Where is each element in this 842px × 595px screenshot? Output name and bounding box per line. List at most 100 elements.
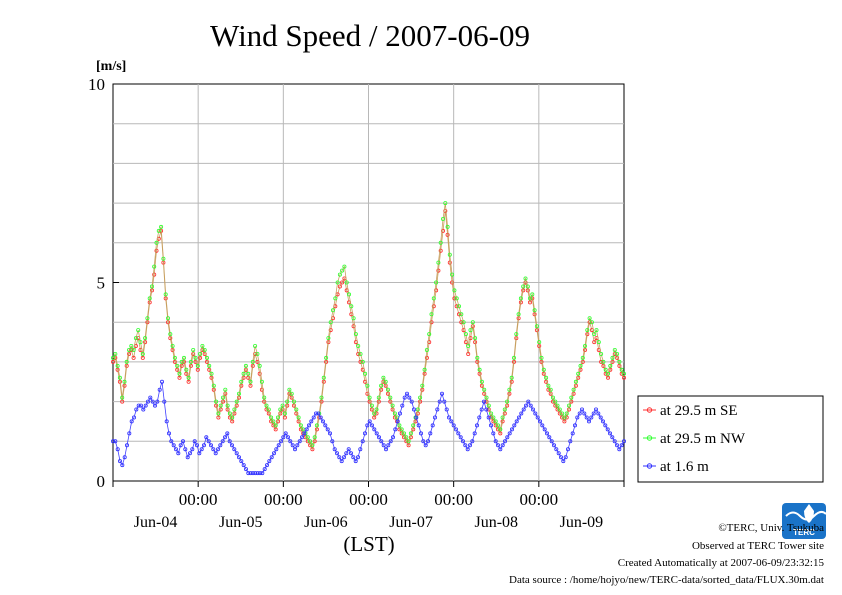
data-point xyxy=(562,419,567,424)
data-point xyxy=(408,431,413,436)
legend-box xyxy=(637,395,824,483)
data-point xyxy=(232,407,237,412)
data-point xyxy=(275,415,280,420)
data-point xyxy=(596,411,601,416)
data-point xyxy=(488,423,493,428)
data-point xyxy=(248,471,253,476)
data-point xyxy=(542,427,547,432)
data-point xyxy=(243,363,248,368)
data-point xyxy=(585,328,590,333)
data-point xyxy=(468,328,473,333)
data-point xyxy=(176,451,181,456)
data-point xyxy=(397,427,402,432)
data-point xyxy=(328,320,333,325)
data-point xyxy=(227,411,232,416)
data-point xyxy=(526,399,531,404)
data-point xyxy=(418,431,423,436)
data-point xyxy=(136,403,141,408)
data-point xyxy=(468,336,473,341)
data-point xyxy=(337,455,342,460)
data-point xyxy=(584,415,589,420)
data-point xyxy=(580,359,585,364)
data-point xyxy=(330,308,335,313)
data-point xyxy=(541,367,546,372)
data-point xyxy=(603,367,608,372)
data-point xyxy=(411,423,416,428)
data-point xyxy=(551,399,556,404)
data-point xyxy=(230,415,235,420)
data-point xyxy=(532,308,537,313)
data-point xyxy=(507,431,512,436)
data-point xyxy=(509,379,514,384)
data-point xyxy=(324,355,329,360)
data-point xyxy=(115,363,120,368)
data-point xyxy=(236,395,241,400)
data-point xyxy=(220,395,225,400)
data-point xyxy=(372,427,377,432)
data-point xyxy=(440,216,445,221)
data-point xyxy=(257,471,262,476)
data-point xyxy=(459,320,464,325)
data-point xyxy=(118,459,123,464)
data-point xyxy=(470,320,475,325)
data-point xyxy=(183,447,188,452)
data-point xyxy=(553,403,558,408)
data-point xyxy=(291,399,296,404)
data-point xyxy=(509,427,514,432)
data-point xyxy=(311,415,316,420)
data-point xyxy=(243,467,248,472)
data-point xyxy=(404,439,409,444)
data-point xyxy=(156,228,161,233)
data-point xyxy=(443,201,448,206)
data-point xyxy=(577,411,582,416)
data-point xyxy=(456,312,461,317)
data-point xyxy=(552,443,557,448)
data-point xyxy=(213,451,218,456)
data-point xyxy=(365,423,370,428)
data-point xyxy=(154,240,159,245)
data-point xyxy=(606,371,611,376)
data-point xyxy=(599,351,604,356)
data-point xyxy=(461,320,466,325)
data-point xyxy=(466,351,471,356)
data-point xyxy=(567,407,572,412)
data-point xyxy=(474,423,479,428)
data-point xyxy=(369,423,374,428)
data-point xyxy=(551,395,556,400)
data-point xyxy=(275,419,280,424)
data-point xyxy=(539,355,544,360)
data-point xyxy=(467,443,472,448)
data-point xyxy=(306,423,311,428)
data-point xyxy=(569,395,574,400)
data-point xyxy=(374,431,379,436)
data-point xyxy=(388,395,393,400)
data-point xyxy=(204,435,209,440)
data-point xyxy=(218,403,223,408)
data-point xyxy=(367,395,372,400)
data-point xyxy=(449,419,454,424)
data-point xyxy=(308,443,313,448)
data-point xyxy=(192,439,197,444)
data-point xyxy=(138,340,143,345)
data-point xyxy=(222,435,227,440)
data-point xyxy=(546,387,551,392)
data-point xyxy=(152,272,157,277)
data-point xyxy=(294,411,299,416)
data-point xyxy=(172,355,177,360)
data-point xyxy=(207,363,212,368)
data-point xyxy=(225,403,230,408)
data-point xyxy=(587,320,592,325)
data-point xyxy=(188,359,193,364)
data-point xyxy=(534,324,539,329)
data-point xyxy=(533,411,538,416)
data-point xyxy=(227,415,232,420)
data-point xyxy=(399,431,404,436)
data-point xyxy=(452,296,457,301)
data-point xyxy=(287,391,292,396)
data-point xyxy=(466,343,471,348)
data-point xyxy=(498,447,503,452)
data-point xyxy=(204,355,209,360)
data-point xyxy=(528,403,533,408)
data-point xyxy=(253,351,258,356)
data-point xyxy=(571,391,576,396)
